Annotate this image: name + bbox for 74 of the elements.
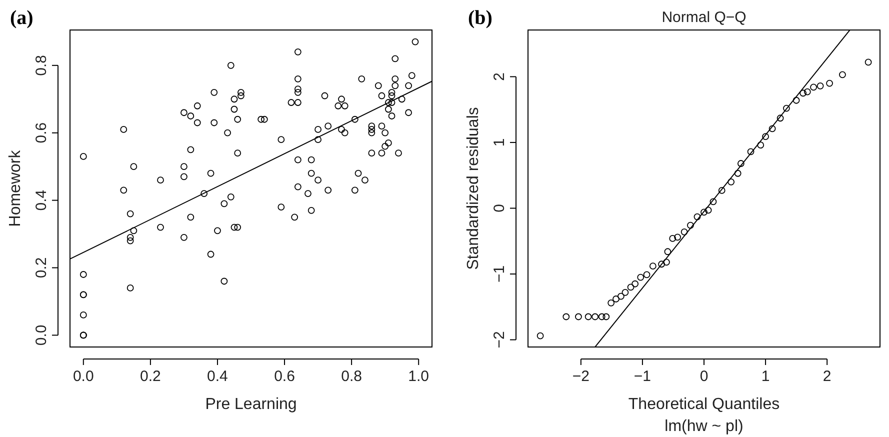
- point: [680, 228, 688, 236]
- x-axis-title: Pre Learning: [205, 396, 297, 413]
- point: [649, 262, 656, 270]
- y-tick-label: −2: [491, 331, 508, 348]
- point: [792, 96, 800, 104]
- point: [737, 160, 744, 167]
- point: [575, 313, 582, 320]
- y-axis-title: Standardized residuals: [465, 107, 482, 270]
- point: [864, 58, 872, 66]
- chart-title: Normal Q−Q: [662, 9, 746, 26]
- point: [627, 284, 634, 291]
- point: [700, 208, 708, 216]
- point: [839, 71, 846, 78]
- point: [747, 148, 754, 156]
- point: [562, 313, 570, 320]
- point: [776, 114, 784, 122]
- point: [658, 260, 665, 268]
- point: [622, 288, 629, 296]
- point: [598, 313, 606, 320]
- y-tick-label: 0.8: [33, 54, 50, 76]
- x-tick-label: 0: [700, 368, 708, 385]
- y-tick-label: 1: [491, 138, 508, 147]
- point: [783, 104, 790, 112]
- point: [592, 313, 599, 320]
- point: [637, 274, 644, 281]
- point: [762, 133, 769, 140]
- y-tick-label: 2: [491, 72, 508, 81]
- point: [687, 222, 694, 229]
- y-tick-label: 0.6: [33, 122, 50, 144]
- x-tick-label: 0.4: [207, 368, 228, 385]
- x-tick-label: 0.2: [140, 368, 161, 385]
- y-tick-label: 0: [491, 204, 508, 212]
- point: [757, 142, 764, 149]
- x-tick-label: 1.0: [408, 368, 430, 385]
- point: [632, 280, 639, 288]
- point: [663, 258, 670, 266]
- point: [602, 313, 610, 320]
- point: [643, 271, 650, 278]
- point: [734, 170, 742, 177]
- text: (b): [468, 7, 492, 29]
- x-tick-label: 0.6: [274, 368, 295, 385]
- point: [669, 235, 676, 242]
- point: [810, 84, 817, 91]
- y-tick-label: −1: [491, 265, 508, 283]
- text: lm(hw ~ pl): [664, 418, 744, 435]
- x-tick-label: 0.0: [72, 368, 94, 385]
- point: [584, 313, 592, 320]
- point: [804, 88, 811, 96]
- point: [826, 80, 833, 87]
- text: (a): [10, 7, 34, 29]
- point: [617, 292, 624, 300]
- point: [694, 213, 701, 220]
- y-tick-label: 0.2: [33, 257, 50, 278]
- point: [674, 234, 681, 241]
- point: [608, 299, 615, 306]
- point: [704, 206, 712, 214]
- point: [664, 248, 672, 256]
- x-tick-label: 1: [761, 368, 770, 385]
- point: [816, 82, 824, 90]
- point: [728, 178, 735, 186]
- y-tick-label: 0.4: [33, 190, 50, 211]
- x-tick-label: −1: [634, 368, 652, 385]
- x-tick-label: −2: [572, 368, 590, 385]
- x-tick-label: 0.8: [341, 368, 362, 385]
- point: [612, 296, 620, 302]
- point: [768, 125, 776, 132]
- point: [800, 90, 807, 97]
- y-tick-label: 0.0: [33, 324, 50, 346]
- point: [718, 187, 726, 194]
- point: [536, 332, 544, 340]
- point: [710, 198, 717, 206]
- x-axis-title: Theoretical Quantiles: [628, 396, 780, 413]
- x-tick-label: 2: [822, 368, 832, 385]
- y-axis-title: Homework: [7, 149, 24, 227]
